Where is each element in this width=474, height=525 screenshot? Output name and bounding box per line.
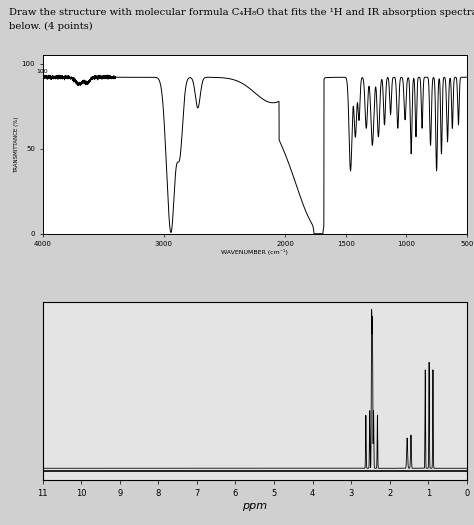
X-axis label: WAVENUMBER (cm⁻¹): WAVENUMBER (cm⁻¹) [221, 249, 288, 255]
Text: Draw the structure with molecular formula C₄H₈O that fits the ¹H and IR absorpti: Draw the structure with molecular formul… [9, 8, 474, 17]
Text: below. (4 points): below. (4 points) [9, 22, 93, 31]
Y-axis label: TRANSMITTANCE (%): TRANSMITTANCE (%) [14, 116, 19, 173]
Text: 100: 100 [36, 69, 48, 74]
X-axis label: ppm: ppm [242, 501, 267, 511]
